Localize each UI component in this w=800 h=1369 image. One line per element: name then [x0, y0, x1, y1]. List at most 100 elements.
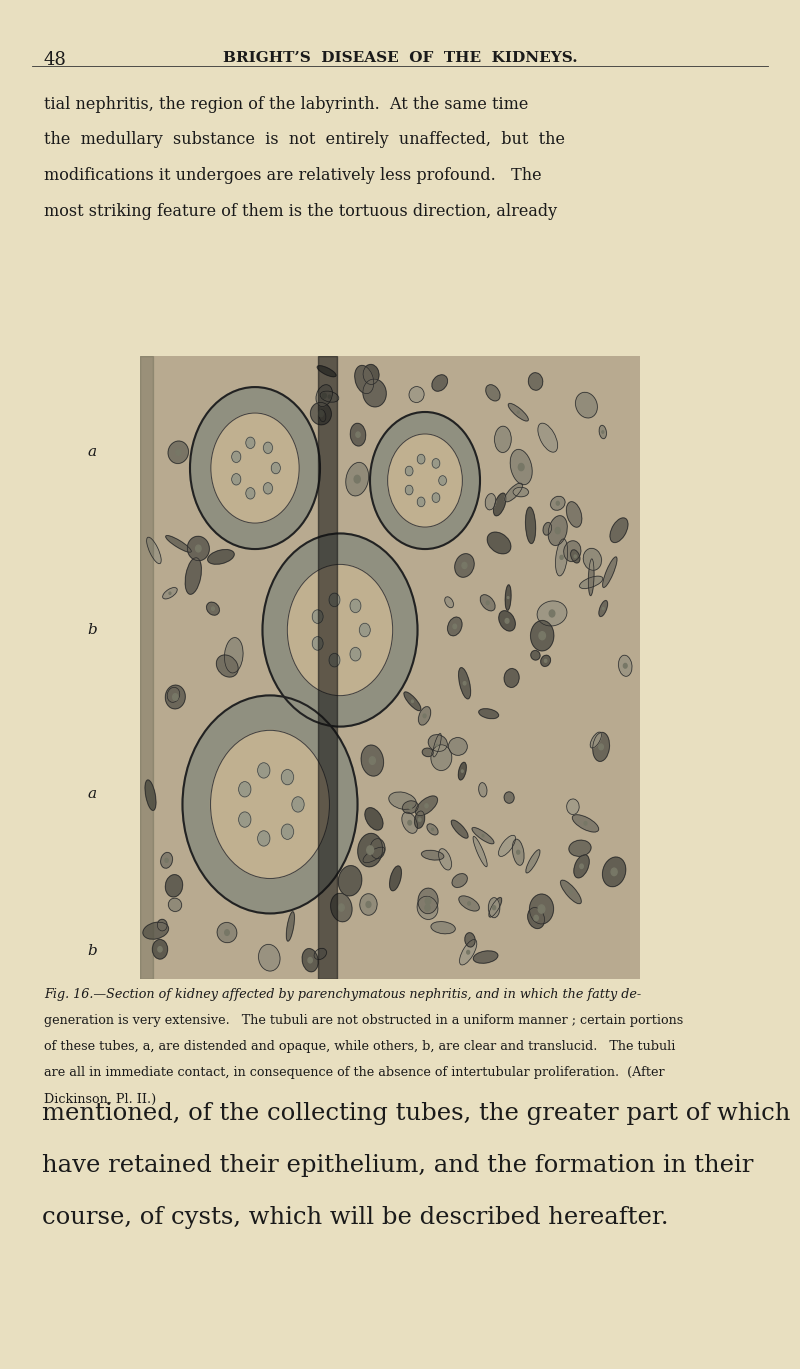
Ellipse shape — [541, 656, 550, 667]
Ellipse shape — [472, 828, 494, 843]
Ellipse shape — [579, 576, 603, 589]
Ellipse shape — [593, 732, 610, 761]
Text: tial nephritis, the region of the labyrinth.  At the same time: tial nephritis, the region of the labyri… — [44, 96, 528, 112]
Text: a: a — [630, 623, 639, 637]
Ellipse shape — [550, 497, 565, 511]
Circle shape — [210, 730, 330, 879]
Ellipse shape — [431, 921, 455, 934]
Ellipse shape — [454, 553, 474, 578]
Ellipse shape — [449, 738, 467, 756]
Text: a: a — [87, 787, 97, 801]
Ellipse shape — [302, 949, 318, 972]
Ellipse shape — [438, 849, 451, 869]
Ellipse shape — [217, 654, 238, 678]
Ellipse shape — [186, 557, 202, 594]
Circle shape — [165, 858, 168, 862]
Ellipse shape — [555, 539, 568, 576]
Ellipse shape — [187, 537, 210, 561]
Ellipse shape — [459, 939, 477, 965]
Ellipse shape — [498, 835, 515, 857]
Circle shape — [463, 682, 466, 684]
Ellipse shape — [530, 894, 554, 924]
Ellipse shape — [428, 735, 447, 752]
Ellipse shape — [402, 801, 418, 813]
Circle shape — [418, 497, 425, 507]
Circle shape — [468, 902, 470, 905]
Circle shape — [322, 393, 326, 398]
Circle shape — [312, 637, 323, 650]
Ellipse shape — [465, 932, 475, 947]
Ellipse shape — [478, 783, 487, 797]
Ellipse shape — [566, 799, 579, 815]
Ellipse shape — [531, 650, 540, 660]
Ellipse shape — [363, 847, 385, 862]
Ellipse shape — [590, 732, 602, 747]
Ellipse shape — [530, 620, 554, 650]
Circle shape — [408, 820, 411, 826]
Ellipse shape — [402, 812, 418, 834]
Circle shape — [282, 824, 294, 839]
Text: course, of cysts, which will be described hereafter.: course, of cysts, which will be describe… — [42, 1206, 668, 1229]
Circle shape — [505, 619, 509, 623]
Ellipse shape — [570, 550, 580, 563]
Circle shape — [409, 805, 412, 809]
Ellipse shape — [508, 404, 528, 422]
Ellipse shape — [168, 898, 182, 912]
Circle shape — [238, 812, 251, 827]
Circle shape — [246, 437, 255, 449]
Circle shape — [370, 412, 480, 549]
Circle shape — [350, 648, 361, 661]
Ellipse shape — [217, 923, 237, 943]
Circle shape — [271, 463, 280, 474]
Ellipse shape — [418, 706, 430, 726]
Ellipse shape — [158, 920, 167, 931]
Circle shape — [328, 396, 330, 398]
Ellipse shape — [433, 734, 442, 757]
Circle shape — [436, 745, 438, 746]
Text: b: b — [87, 623, 97, 637]
Circle shape — [431, 828, 434, 831]
Text: b: b — [87, 945, 97, 958]
Circle shape — [173, 694, 178, 701]
Circle shape — [623, 664, 627, 668]
Ellipse shape — [505, 483, 522, 502]
Ellipse shape — [258, 945, 280, 971]
Text: modifications it undergoes are relatively less profound.   The: modifications it undergoes are relativel… — [44, 167, 542, 183]
Circle shape — [169, 591, 171, 594]
Ellipse shape — [504, 791, 514, 804]
Ellipse shape — [206, 602, 219, 615]
Text: have retained their epithelium, and the formation in their: have retained their epithelium, and the … — [42, 1154, 753, 1177]
Ellipse shape — [166, 875, 182, 897]
Ellipse shape — [166, 684, 186, 709]
Ellipse shape — [418, 888, 438, 913]
Text: generation is very extensive.   The tubuli are not obstructed in a uniform manne: generation is very extensive. The tubuli… — [44, 1014, 683, 1027]
Ellipse shape — [506, 585, 511, 611]
Ellipse shape — [422, 747, 434, 757]
Ellipse shape — [494, 426, 511, 453]
Circle shape — [423, 715, 426, 717]
Circle shape — [507, 597, 509, 598]
Circle shape — [211, 413, 299, 523]
Ellipse shape — [355, 366, 374, 394]
Ellipse shape — [422, 850, 444, 860]
Circle shape — [493, 906, 496, 909]
Circle shape — [292, 797, 304, 812]
Ellipse shape — [318, 366, 336, 376]
Circle shape — [550, 611, 555, 617]
Ellipse shape — [346, 463, 369, 496]
Circle shape — [538, 905, 545, 913]
Text: 48: 48 — [44, 51, 67, 68]
Ellipse shape — [459, 895, 479, 910]
Circle shape — [418, 817, 421, 821]
Circle shape — [225, 930, 230, 935]
Ellipse shape — [513, 487, 529, 497]
Ellipse shape — [458, 763, 466, 780]
Circle shape — [366, 846, 374, 854]
Circle shape — [308, 957, 312, 962]
Circle shape — [545, 660, 546, 663]
Circle shape — [411, 700, 414, 702]
Circle shape — [232, 452, 241, 463]
Ellipse shape — [610, 517, 628, 542]
Bar — [318, 356, 337, 979]
Circle shape — [354, 475, 360, 483]
